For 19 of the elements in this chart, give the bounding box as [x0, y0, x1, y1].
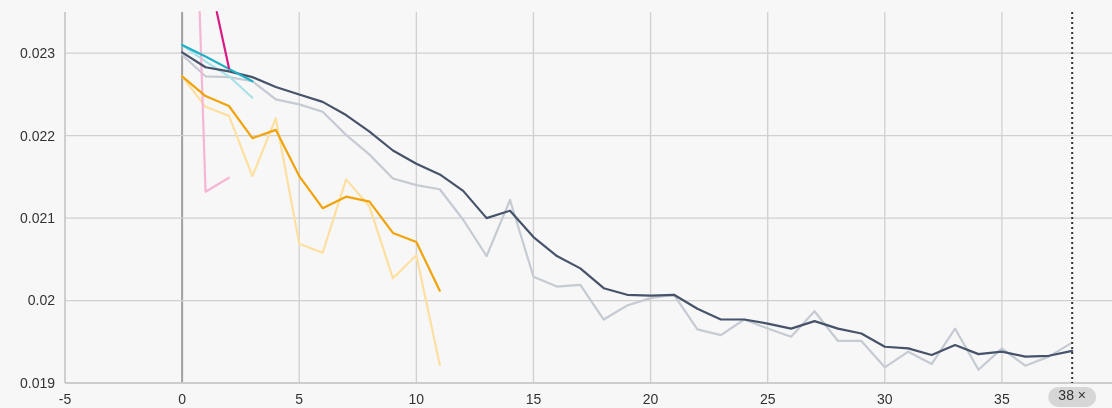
ref-line-label: 38 × [1058, 387, 1086, 403]
line-series [181, 43, 254, 99]
x-tick-label: 0 [178, 391, 187, 407]
x-tick-label: -5 [58, 391, 72, 407]
line-series [181, 75, 441, 292]
x-tick-label: 20 [642, 391, 659, 407]
x-tick-label: 5 [295, 391, 304, 407]
y-tick-label: 0.023 [19, 45, 56, 62]
line-series [181, 75, 441, 366]
x-tick-label: 10 [408, 391, 425, 407]
y-tick-label: 0.019 [19, 374, 56, 391]
x-tick-label: 30 [877, 391, 893, 407]
x-tick-label: 35 [994, 391, 1010, 407]
y-tick-label: 0.021 [19, 210, 56, 227]
line-series [181, 43, 254, 83]
x-tick-label: 15 [525, 391, 542, 407]
x-tick-label: 25 [759, 391, 776, 407]
y-tick-label: 0.022 [19, 127, 56, 144]
y-tick-label: 0.02 [27, 292, 56, 309]
